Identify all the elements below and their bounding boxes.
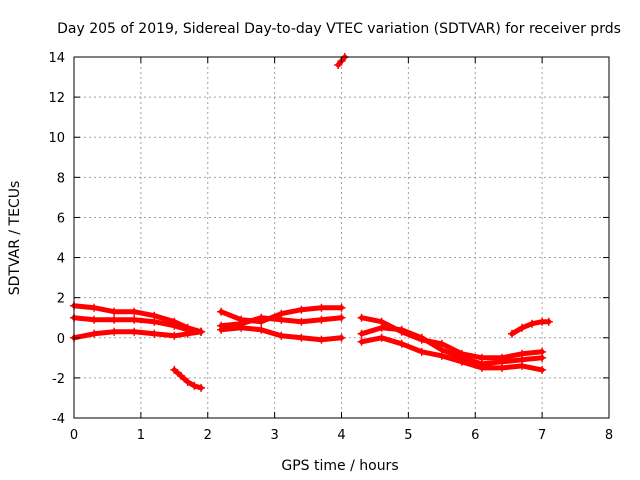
data-point [170,365,179,374]
data-point [518,323,527,332]
chart-title: Day 205 of 2019, Sidereal Day-to-day VTE… [57,21,621,37]
data-point [377,333,386,342]
data-point [417,333,426,342]
data-point [357,313,366,322]
y-tick-label: 12 [48,91,65,106]
data-point [170,321,179,330]
x-tick-label: 4 [337,428,345,443]
data-point [297,333,306,342]
x-tick-label: 1 [137,428,145,443]
data-point [150,329,159,338]
data-point [528,319,537,328]
data-point [190,381,199,390]
data-point [277,315,286,324]
data-point [317,303,326,312]
data-point [518,361,527,370]
data-point [183,377,192,386]
y-tick-label: -2 [52,372,65,387]
data-point [334,61,343,70]
series-6 [217,323,346,344]
x-tick-label: 6 [471,428,479,443]
data-point [257,313,266,322]
data-point [110,315,119,324]
data-point [237,323,246,332]
x-tick-label: 5 [404,428,412,443]
y-tick-label: 0 [57,332,65,347]
y-tick-label: 6 [57,211,65,226]
data-point [130,315,139,324]
data-point [337,313,346,322]
data-point [377,323,386,332]
y-axis-label: SDTVAR / TECUs [7,181,23,296]
data-point [110,307,119,316]
series-3 [170,365,206,392]
data-point [130,307,139,316]
y-tick-label: 8 [57,171,65,186]
data-point [183,329,192,338]
series-2 [70,327,206,342]
data-point [197,327,206,336]
y-tick-label: 14 [48,51,65,66]
data-point [170,331,179,340]
data-point [110,327,119,336]
data-point [257,325,266,334]
data-point [197,383,206,392]
data-point [90,329,99,338]
data-point [417,347,426,356]
y-tick-label: 4 [57,252,65,267]
data-point [90,303,99,312]
data-point [317,315,326,324]
data-point [297,305,306,314]
x-tick-label: 0 [70,428,78,443]
series-trace [359,325,545,367]
grid-lines [74,57,609,418]
y-tick-label: 2 [57,292,65,307]
y-tick-label: 10 [48,131,65,146]
x-axis-label: GPS time / hours [281,458,398,474]
x-tick-label: 2 [204,428,212,443]
data-point [538,317,547,326]
data-point [508,329,517,338]
data-point [457,357,466,366]
data-point [317,335,326,344]
y-tick-label: -4 [52,412,65,427]
data-point [397,339,406,348]
data-point [337,333,346,342]
x-tick-label: 3 [270,428,278,443]
data-point [538,365,547,374]
data-points [70,53,553,392]
data-point [437,351,446,360]
series-5 [217,313,346,330]
x-tick-label: 7 [538,428,546,443]
x-tick-label: 8 [605,428,613,443]
data-point [498,363,506,372]
data-point [337,303,346,312]
y-axis-ticks: -4 -2 0 2 4 6 8 10 12 14 [48,51,609,427]
data-point [217,325,226,334]
data-point [297,317,306,326]
series-10 [357,333,547,374]
data-point [544,317,553,326]
data-point [357,329,366,338]
data-point [277,331,286,340]
series-trace [71,329,204,341]
data-point [357,337,366,346]
data-point [90,315,99,324]
series-4 [217,303,346,326]
data-point [150,317,159,326]
data-point [397,325,406,334]
x-axis-ticks: 0 1 2 3 4 5 6 7 8 [70,57,613,443]
series-11 [508,317,553,338]
series-trace [359,335,545,373]
data-point [217,307,226,316]
data-point [477,363,486,372]
data-point [130,327,139,336]
data-point [538,353,547,362]
data-point [177,371,185,380]
